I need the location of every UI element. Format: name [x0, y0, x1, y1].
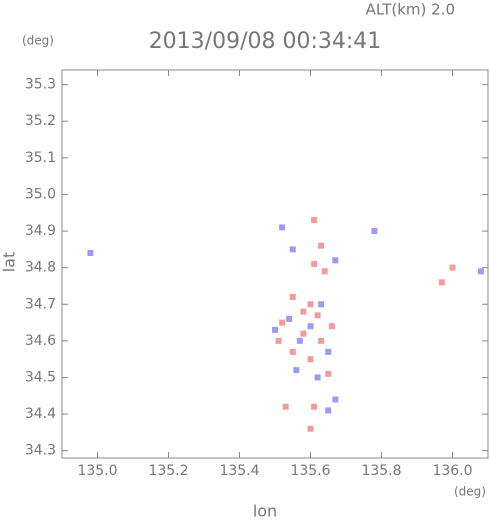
- data-point: [307, 425, 314, 432]
- data-point: [289, 246, 296, 253]
- data-point: [289, 348, 296, 355]
- data-point: [307, 356, 314, 363]
- data-point: [318, 301, 325, 308]
- chart-title: 2013/09/08 00:34:41: [149, 29, 382, 54]
- data-point: [279, 319, 286, 326]
- y-tick-label: 34.5: [25, 369, 56, 385]
- data-point: [321, 268, 328, 275]
- y-axis-label: lat: [0, 252, 19, 273]
- y-tick-label: 35.0: [25, 186, 56, 202]
- data-point: [325, 370, 332, 377]
- data-point: [296, 337, 303, 344]
- data-point: [325, 348, 332, 355]
- x-tick-label: 135.8: [361, 463, 401, 479]
- data-point: [371, 228, 378, 235]
- x-tick-label: 135.4: [219, 463, 259, 479]
- x-axis-label: lon: [253, 502, 277, 521]
- data-point: [279, 224, 286, 231]
- x-tick-label: 136.0: [432, 463, 472, 479]
- data-point: [282, 403, 289, 410]
- y-tick-label: 35.2: [25, 113, 56, 129]
- data-point: [307, 301, 314, 308]
- y-tick-label: 34.9: [25, 223, 56, 239]
- data-point: [300, 308, 307, 315]
- y-tick-label: 34.6: [25, 333, 56, 349]
- x-tick-label: 135.0: [77, 463, 117, 479]
- data-point: [300, 330, 307, 337]
- data-point: [332, 257, 339, 264]
- data-point: [311, 403, 318, 410]
- data-point: [272, 326, 278, 333]
- data-point: [314, 374, 321, 381]
- data-point: [314, 312, 321, 319]
- x-tick-label: 135.2: [148, 463, 188, 479]
- y-tick-label: 34.4: [25, 406, 56, 422]
- data-point: [449, 264, 456, 271]
- y-tick-label: 34.8: [25, 260, 56, 276]
- data-point: [318, 242, 325, 249]
- data-point: [325, 407, 332, 414]
- data-point: [328, 323, 335, 330]
- data-point: [438, 279, 445, 286]
- x-tick-label: 135.6: [290, 463, 330, 479]
- data-point: [275, 337, 282, 344]
- y-tick-label: 34.7: [25, 296, 56, 312]
- y-tick-label: 35.1: [25, 150, 56, 166]
- data-point: [289, 293, 296, 300]
- data-point: [477, 268, 484, 275]
- data-point: [293, 367, 300, 374]
- y-tick-label: 35.3: [25, 77, 56, 93]
- data-point: [286, 315, 293, 322]
- data-point: [307, 323, 314, 330]
- plot-frame: [61, 69, 489, 459]
- x-unit: (deg): [454, 485, 486, 499]
- data-point: [311, 261, 318, 267]
- subtitle: ALT(km) 2.0: [366, 1, 455, 19]
- data-point: [332, 396, 339, 403]
- y-unit: (deg): [22, 34, 54, 48]
- data-point: [87, 250, 94, 257]
- y-tick-label: 34.3: [25, 443, 56, 459]
- data-point: [318, 337, 325, 344]
- data-point: [311, 217, 318, 224]
